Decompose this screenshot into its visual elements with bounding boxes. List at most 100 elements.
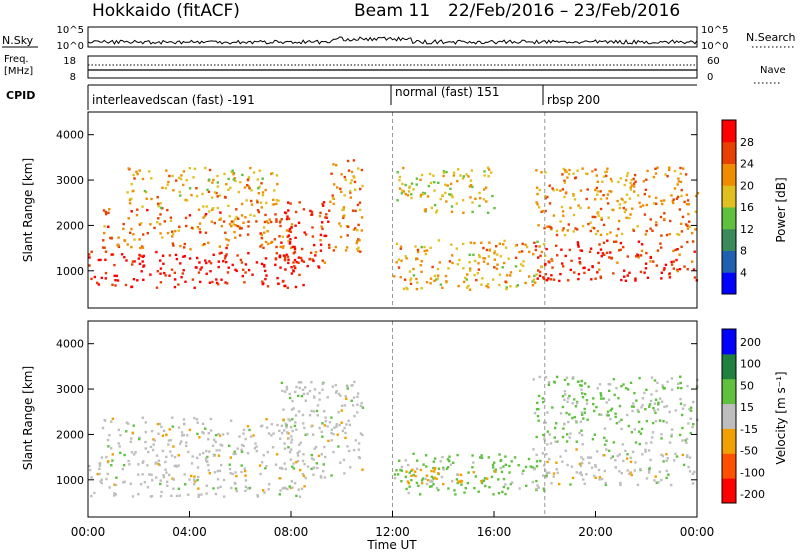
heatmap-cell — [456, 481, 459, 485]
heatmap-cell — [653, 402, 657, 405]
heatmap-cell — [550, 274, 553, 277]
heatmap-cell — [117, 442, 120, 445]
heatmap-cell — [471, 466, 474, 469]
heatmap-cell — [247, 185, 251, 188]
heatmap-cell — [136, 208, 139, 211]
heatmap-cell — [652, 407, 655, 410]
heatmap-cell — [502, 465, 505, 468]
heatmap-cell — [559, 272, 562, 276]
heatmap-cell — [294, 390, 297, 394]
heatmap-cell — [301, 459, 305, 463]
heatmap-cell — [108, 434, 111, 437]
y-tick-label: 3000 — [56, 174, 84, 187]
heatmap-cell — [358, 239, 361, 242]
heatmap-cell — [111, 283, 114, 286]
colorbar-segment — [722, 428, 736, 454]
heatmap-cell — [168, 254, 172, 257]
heatmap-cell — [670, 388, 674, 391]
station-title: Hokkaido (fitACF) — [92, 1, 240, 21]
heatmap-cell — [132, 189, 135, 193]
heatmap-cell — [310, 210, 314, 214]
heatmap-cell — [686, 224, 689, 227]
heatmap-cell — [535, 186, 539, 189]
heatmap-cell — [634, 180, 637, 183]
heatmap-cell — [629, 188, 633, 191]
heatmap-cell — [519, 263, 523, 266]
heatmap-cell — [278, 256, 282, 259]
heatmap-cell — [327, 220, 330, 223]
heatmap-cell — [393, 476, 397, 480]
heatmap-cell — [493, 266, 496, 269]
heatmap-cell — [663, 217, 666, 221]
heatmap-cell — [535, 201, 538, 204]
heatmap-cell — [535, 273, 538, 276]
heatmap-cell — [129, 482, 132, 485]
heatmap-cell — [487, 456, 490, 459]
heatmap-cell — [312, 259, 315, 263]
heatmap-cell — [198, 222, 202, 225]
heatmap-cell — [689, 409, 693, 412]
heatmap-cell — [478, 204, 481, 208]
heatmap-cell — [622, 383, 625, 386]
heatmap-cell — [652, 175, 656, 179]
heatmap-cell — [113, 263, 116, 267]
heatmap-cell — [410, 474, 413, 478]
heatmap-cell — [603, 427, 607, 430]
heatmap-cell — [541, 276, 545, 279]
heatmap-cell — [240, 470, 243, 474]
heatmap-cell — [150, 495, 154, 498]
heatmap-cell — [235, 208, 238, 211]
heatmap-cell — [550, 258, 553, 261]
heatmap-cell — [335, 425, 338, 428]
heatmap-cell — [477, 490, 480, 493]
heatmap-cell — [125, 259, 128, 262]
heatmap-cell — [326, 425, 329, 428]
heatmap-cell — [538, 270, 542, 274]
colorbar-segment — [722, 228, 736, 251]
heatmap-cell — [356, 411, 359, 414]
heatmap-cell — [543, 437, 546, 440]
heatmap-cell — [431, 265, 434, 269]
heatmap-cell — [151, 479, 154, 482]
heatmap-cell — [688, 456, 692, 459]
heatmap-cell — [644, 188, 648, 191]
heatmap-cell — [400, 259, 403, 262]
heatmap-cell — [608, 190, 611, 193]
heatmap-cell — [267, 242, 270, 246]
heatmap-cell — [219, 211, 222, 214]
heatmap-cell — [218, 245, 221, 248]
heatmap-cell — [433, 203, 437, 207]
cpid-panel: CPID interleavedscan (fast) -191 normal … — [6, 84, 697, 110]
heatmap-cell — [579, 189, 583, 192]
heatmap-cell — [272, 203, 276, 206]
heatmap-cell — [651, 229, 654, 232]
heatmap-cell — [568, 394, 571, 398]
heatmap-cell — [184, 280, 187, 283]
heatmap-cell — [169, 450, 172, 453]
heatmap-cell — [290, 438, 294, 441]
heatmap-cell — [628, 216, 631, 220]
heatmap-cell — [448, 193, 451, 196]
heatmap-cell — [290, 441, 293, 444]
heatmap-cell — [172, 189, 175, 192]
heatmap-cell — [652, 260, 655, 263]
heatmap-cell — [346, 445, 349, 448]
heatmap-cell — [626, 469, 629, 472]
heatmap-cell — [622, 459, 625, 463]
heatmap-cell — [417, 484, 420, 487]
heatmap-cell — [644, 448, 647, 451]
heatmap-cell — [410, 193, 413, 196]
heatmap-cell — [356, 229, 359, 232]
heatmap-cell — [408, 185, 412, 188]
heatmap-cell — [596, 387, 599, 390]
heatmap-cell — [577, 277, 580, 281]
heatmap-cell — [143, 481, 146, 484]
heatmap-cell — [583, 266, 586, 269]
heatmap-cell — [487, 286, 490, 289]
heatmap-cell — [544, 475, 548, 479]
heatmap-cell — [498, 273, 502, 276]
heatmap-cell — [648, 467, 651, 470]
heatmap-cell — [141, 461, 144, 464]
heatmap-cell — [241, 274, 244, 278]
heatmap-cell — [495, 267, 499, 270]
